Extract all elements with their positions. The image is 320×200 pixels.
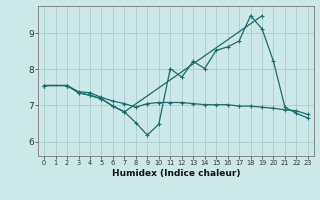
X-axis label: Humidex (Indice chaleur): Humidex (Indice chaleur) — [112, 169, 240, 178]
